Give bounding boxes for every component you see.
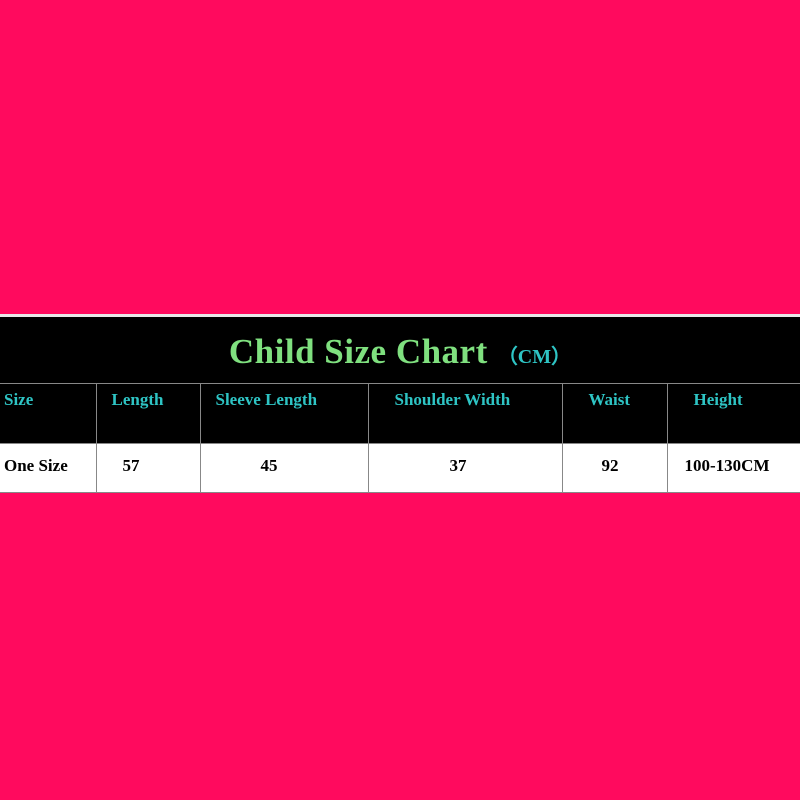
divider (0, 314, 800, 317)
header-row: Size Length Sleeve Length Shoulder Width… (0, 383, 800, 444)
header-size: Size (0, 383, 97, 444)
header-shoulder-width: Shoulder Width (367, 383, 563, 444)
header-height: Height (666, 383, 800, 444)
cell-height: 100-130CM (666, 443, 800, 493)
header-waist: Waist (561, 383, 668, 444)
cell-size: One Size (0, 443, 97, 493)
table-row: One Size 57 45 37 92 100-130CM (0, 443, 800, 493)
cell-length: 57 (95, 443, 201, 493)
header-length: Length (95, 383, 201, 444)
cell-waist: 92 (561, 443, 668, 493)
unit-label: （CM） (497, 346, 572, 368)
size-table: Size Length Sleeve Length Shoulder Width… (0, 383, 800, 493)
cell-shoulder-width: 37 (367, 443, 563, 493)
size-chart: Child Size Chart （CM） Size Length Sleeve … (0, 314, 800, 493)
header-sleeve-length: Sleeve Length (199, 383, 369, 444)
chart-title: Child Size Chart (228, 332, 488, 371)
chart-title-bar: Child Size Chart （CM） (0, 317, 800, 383)
cell-sleeve-length: 45 (199, 443, 369, 493)
